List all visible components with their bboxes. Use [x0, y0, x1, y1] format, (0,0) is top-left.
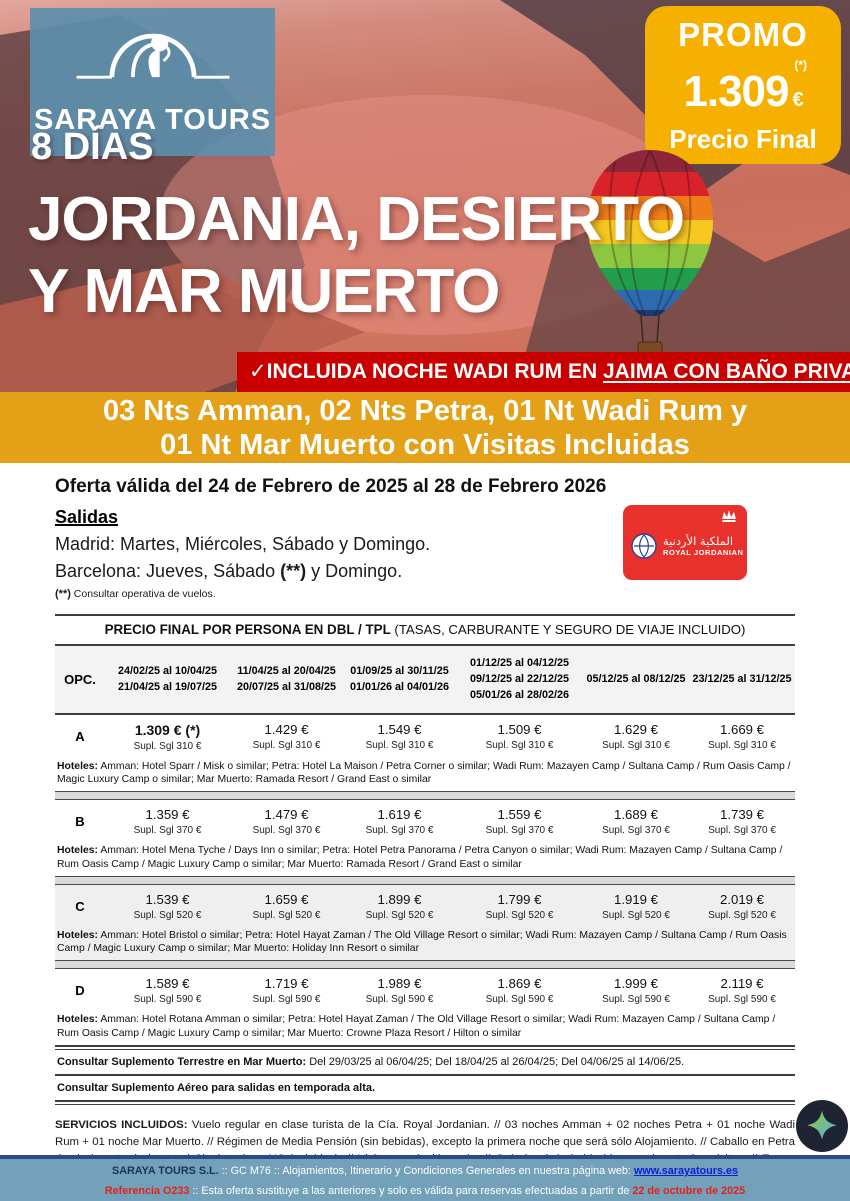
hotels-note-d: Hoteles: Amman: Hotel Rotana Amman o sim… — [57, 1014, 776, 1039]
date-column-4: 01/12/25 al 04/12/25 09/12/25 al 22/12/25… — [469, 657, 570, 702]
price-row-a: A 1.309 € (*) Supl. Sgl 310 € 1.429 € Supl… — [55, 715, 795, 760]
hot-air-balloon-illustration — [587, 150, 713, 363]
departures-heading: Salidas — [55, 507, 119, 527]
title-line-2: Y MAR MUERTO — [28, 257, 500, 326]
website-link[interactable]: www.sarayatours.es — [633, 1165, 738, 1177]
flight-note-text: Consultar operativa de vuelos. — [70, 588, 216, 600]
land-supplement-note: Consultar Suplemento Terrestre en Mar Mu… — [55, 1050, 795, 1077]
itinerary-line-2: 01 Nt Mar Muerto con Visitas Incluidas — [160, 429, 690, 461]
date-column-2: 11/04/25 al 20/04/25 20/07/25 al 31/08/25 — [236, 665, 337, 694]
price-option-c: C 1.539 € Supl. Sgl 520 € 1.659 € Supl. Sg… — [55, 884, 795, 961]
barcelona-asterisk: (**) — [280, 561, 307, 581]
check-icon: ✓ — [249, 360, 267, 383]
row-separator — [55, 791, 795, 801]
price-row-b: B 1.359 € Supl. Sgl 370 € 1.479 € Supl. Sg… — [55, 800, 795, 844]
divider — [55, 1049, 795, 1051]
crown-icon — [722, 510, 736, 522]
madrid-departures: Madrid: Martes, Miércoles, Sábado y Domi… — [55, 534, 431, 554]
company-name: SARAYA TOURS S.L. — [112, 1165, 219, 1177]
falcon-logo-icon — [76, 33, 229, 79]
globe-icon — [631, 533, 657, 559]
price-table-title-bold: PRECIO FINAL POR PERSONA EN DBL / TPL — [104, 622, 391, 637]
divider — [55, 1104, 795, 1106]
price-option-a: A 1.309 € (*) Supl. Sgl 310 € 1.429 € Supl… — [55, 715, 795, 792]
date-column-3: 01/09/25 al 30/11/25 01/01/26 al 04/01/26 — [349, 665, 450, 694]
hotels-note-c: Hoteles: Amman: Hotel Bristol o similar;… — [57, 929, 787, 955]
price-row-d: D 1.589 € Supl. Sgl 590 € 1.719 € Supl. Sg… — [55, 969, 795, 1013]
airline-arabic-name: الملكية الأردنية — [663, 534, 734, 549]
opc-header: OPC. — [64, 671, 96, 687]
offer-validity: Oferta válida del 24 de Febrero de 2025 … — [55, 476, 607, 497]
ribbon-underlined-text: JAIMA CON BAÑO PRIVADO — [603, 360, 850, 383]
footer-info: :: GC M76 :: Alojamientos, Itinerario y … — [218, 1165, 634, 1177]
opc-b: B — [75, 814, 85, 830]
itinerary-banner: 03 Nts Amman, 02 Nts Petra, 01 Nt Wadi R… — [0, 392, 850, 463]
row-separator — [55, 960, 795, 970]
duration-label: 8 DÍAS — [31, 126, 154, 168]
promo-price-value: 1.309 — [683, 67, 789, 116]
promo-badge: PROMO (*) 1.309 € Precio Final — [645, 6, 841, 164]
hero-section: SARAYA TOURS PROMO (*) 1.309 € Precio Fin… — [0, 0, 850, 392]
airline-name: ROYAL JORDANIAN — [663, 548, 744, 558]
brand-logo: SARAYA TOURS — [30, 8, 275, 156]
footer-line-1: SARAYA TOURS S.L. :: GC M76 :: Alojamien… — [0, 1162, 850, 1182]
opc-a: A — [75, 729, 85, 745]
divider — [55, 1045, 795, 1048]
promo-price: 1.309 € — [645, 70, 841, 120]
price-row-c: C 1.539 € Supl. Sgl 520 € 1.659 € Supl. Sg… — [55, 885, 795, 929]
price-table-title-rest: (TASAS, CARBURANTE Y SEGURO DE VIAJE INC… — [390, 622, 746, 637]
flight-note: (**) Consultar operativa de vuelos. — [55, 588, 795, 600]
royal-jordanian-logo: الملكية الأردنية ROYAL JORDANIAN — [623, 505, 747, 580]
assistant-badge[interactable] — [796, 1100, 848, 1152]
footer: SARAYA TOURS S.L. :: GC M76 :: Alojamien… — [0, 1155, 850, 1201]
airline-identity: الملكية الأردنية ROYAL JORDANIAN — [631, 533, 744, 559]
brand-name: SARAYA TOURS — [33, 104, 272, 136]
price-table-header: OPC. 24/02/25 al 10/04/25 21/04/25 al 19/… — [55, 644, 795, 715]
air-supplement-note: Consultar Suplemento Aéreo para salidas … — [55, 1076, 795, 1103]
date-column-6: 23/12/25 al 31/12/25 — [692, 673, 792, 686]
page-title: JORDANIA, DESIERTO Y MAR MUERTO — [28, 184, 685, 328]
barcelona-pre: Barcelona: Jueves, Sábado — [55, 561, 281, 581]
sparkle-star-icon — [807, 1110, 837, 1140]
included-ribbon: ✓INCLUIDA NOCHE WADI RUM EN JAIMA CON BA… — [237, 352, 850, 392]
promo-final-label: Precio Final — [669, 124, 817, 154]
row-separator — [55, 875, 795, 885]
flight-note-asterisk: (**) — [55, 588, 71, 600]
barcelona-departures: Barcelona: Jueves, Sábado (**) y Domingo… — [55, 561, 795, 582]
barcelona-post: y Domingo. — [306, 561, 403, 581]
date-column-1: 24/02/25 al 10/04/25 21/04/25 al 19/07/25 — [117, 665, 218, 694]
opc-d: D — [75, 983, 85, 999]
price-table-title: PRECIO FINAL POR PERSONA EN DBL / TPL (T… — [55, 614, 795, 644]
footer-validity-text: :: Esta oferta sustituye a las anteriore… — [189, 1184, 633, 1197]
price-option-b: B 1.359 € Supl. Sgl 370 € 1.479 € Supl. Sg… — [55, 800, 795, 876]
promo-label: PROMO — [678, 16, 808, 53]
main-content: Oferta válida del 24 de Febrero de 2025 … — [0, 463, 850, 1201]
title-line-1: JORDANIA, DESIERTO — [28, 185, 685, 254]
euro-sign: € — [792, 89, 803, 111]
footer-line-2: Referencia O233 :: Esta oferta sustituye… — [0, 1182, 850, 1201]
ribbon-text: INCLUIDA NOCHE WADI RUM EN — [266, 360, 603, 383]
booking-start-date: 22 de octubre de 2025 — [632, 1184, 746, 1197]
reference-code: Referencia O233 — [104, 1184, 190, 1197]
itinerary-line-1: 03 Nts Amman, 02 Nts Petra, 01 Nt Wadi R… — [102, 395, 748, 427]
hotels-note-b: Hoteles: Amman: Hotel Mena Tyche / Days … — [57, 845, 783, 870]
price-option-d: D 1.589 € Supl. Sgl 590 € 1.719 € Supl. Sg… — [55, 969, 795, 1045]
opc-c: C — [75, 898, 85, 914]
price-table: PRECIO FINAL POR PERSONA EN DBL / TPL (T… — [55, 614, 795, 1106]
promo-asterisk: (*) — [794, 58, 807, 72]
date-column-5: 05/12/25 al 08/12/25 — [586, 673, 686, 686]
hotels-note-a: Hoteles: Amman: Hotel Sparr / Misk o sim… — [57, 760, 791, 785]
airline-names: الملكية الأردنية ROYAL JORDANIAN — [663, 534, 744, 558]
